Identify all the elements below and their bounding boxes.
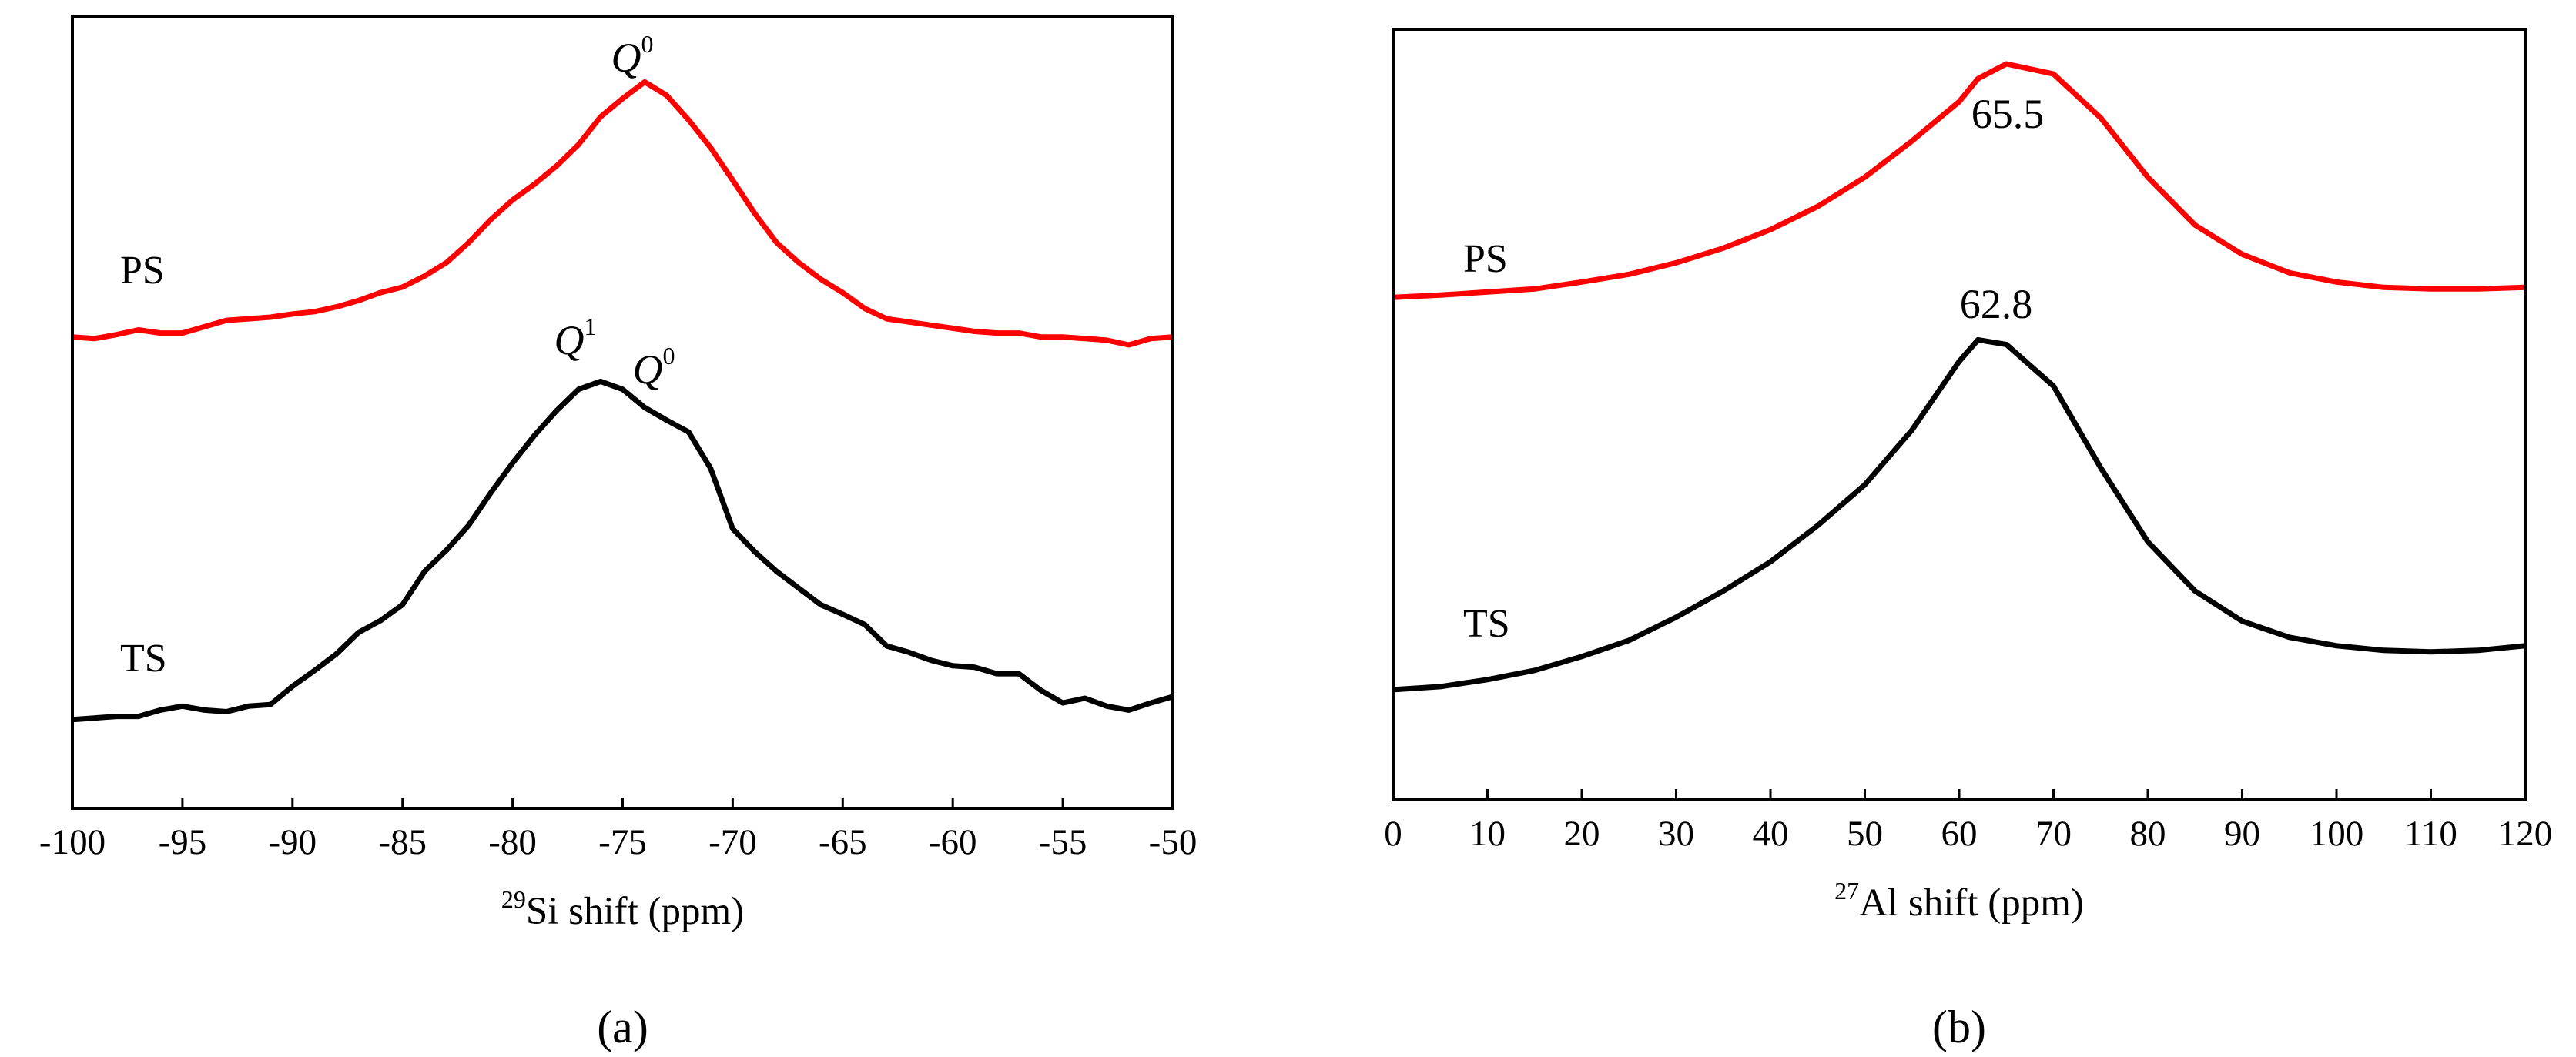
x-tick-label: 50: [1847, 814, 1883, 854]
spectrum-line: [1392, 336, 2526, 693]
annotation-text: Q: [554, 317, 585, 363]
x-tick-label: 10: [1469, 814, 1506, 854]
annotation-text: 65.5: [1971, 91, 2045, 137]
x-tick-label: 20: [1564, 814, 1600, 854]
x-tick-label: -75: [598, 822, 647, 862]
panel-label: (b): [1932, 1002, 1986, 1052]
x-tick-label: -55: [1039, 822, 1087, 862]
peak-annotation: 62.8: [1960, 281, 2033, 327]
spectrum-line: [72, 79, 1174, 348]
series-label: PS: [1463, 237, 1508, 281]
x-tick-label: -60: [929, 822, 977, 862]
x-tick-label: 120: [2498, 814, 2553, 854]
plot-frame: [1392, 28, 2527, 801]
chart-panel: -100 -95 -90 -85 -80 -75 -70 -65 -60 -55 -50 29Si s…: [39, 15, 1198, 1052]
x-tick-label: -95: [159, 822, 207, 862]
x-tick-label: -100: [39, 822, 106, 862]
x-tick-label: 70: [2035, 814, 2072, 854]
series-label: TS: [120, 637, 167, 681]
x-axis-label-sup: 27: [1834, 877, 1859, 905]
peak-annotation: Q1: [554, 313, 597, 363]
annotation-text: 62.8: [1960, 281, 2033, 327]
x-tick-label: -70: [708, 822, 757, 862]
annotation-sup: 0: [663, 342, 675, 370]
x-tick-label: -85: [378, 822, 427, 862]
x-tick-label: 0: [1384, 814, 1402, 854]
spectrum-line: [72, 378, 1174, 723]
peak-annotation: Q0: [633, 342, 675, 393]
x-axis-label-text: Si shift (ppm): [526, 890, 744, 933]
plot-frame: [71, 15, 1174, 810]
series-label: PS: [120, 249, 165, 293]
x-tick-label: 40: [1753, 814, 1789, 854]
annotation-sup: 0: [641, 30, 654, 58]
panel-label: (a): [597, 1002, 648, 1052]
spectrum-line: [1392, 61, 2526, 300]
chart-panel: 0 10 20 30 40 50 60 70 80 90 100 110 120 27Al shift (…: [1384, 28, 2553, 1052]
x-tick-label: -50: [1149, 822, 1198, 862]
annotation-text: Q: [633, 346, 663, 393]
series-label: TS: [1463, 602, 1510, 646]
x-tick-label: 60: [1941, 814, 1978, 854]
x-tick-label: 110: [2404, 814, 2457, 854]
annotation-sup: 1: [585, 313, 597, 340]
x-tick-label: 100: [2310, 814, 2364, 854]
peak-annotation: Q0: [611, 30, 654, 81]
x-tick-label: 90: [2224, 814, 2260, 854]
peak-annotation: 65.5: [1971, 91, 2045, 137]
annotation-text: Q: [611, 35, 641, 81]
x-axis-label: 27Al shift (ppm): [1834, 877, 2084, 924]
x-axis-label-text: Al shift (ppm): [1859, 881, 2084, 925]
x-axis-label: 29Si shift (ppm): [501, 885, 744, 932]
x-tick-label: -90: [268, 822, 317, 862]
x-tick-label: 30: [1658, 814, 1694, 854]
x-tick-label: -80: [488, 822, 537, 862]
x-tick-label: 80: [2130, 814, 2166, 854]
x-axis-label-sup: 29: [501, 885, 526, 913]
x-tick-label: -65: [819, 822, 867, 862]
